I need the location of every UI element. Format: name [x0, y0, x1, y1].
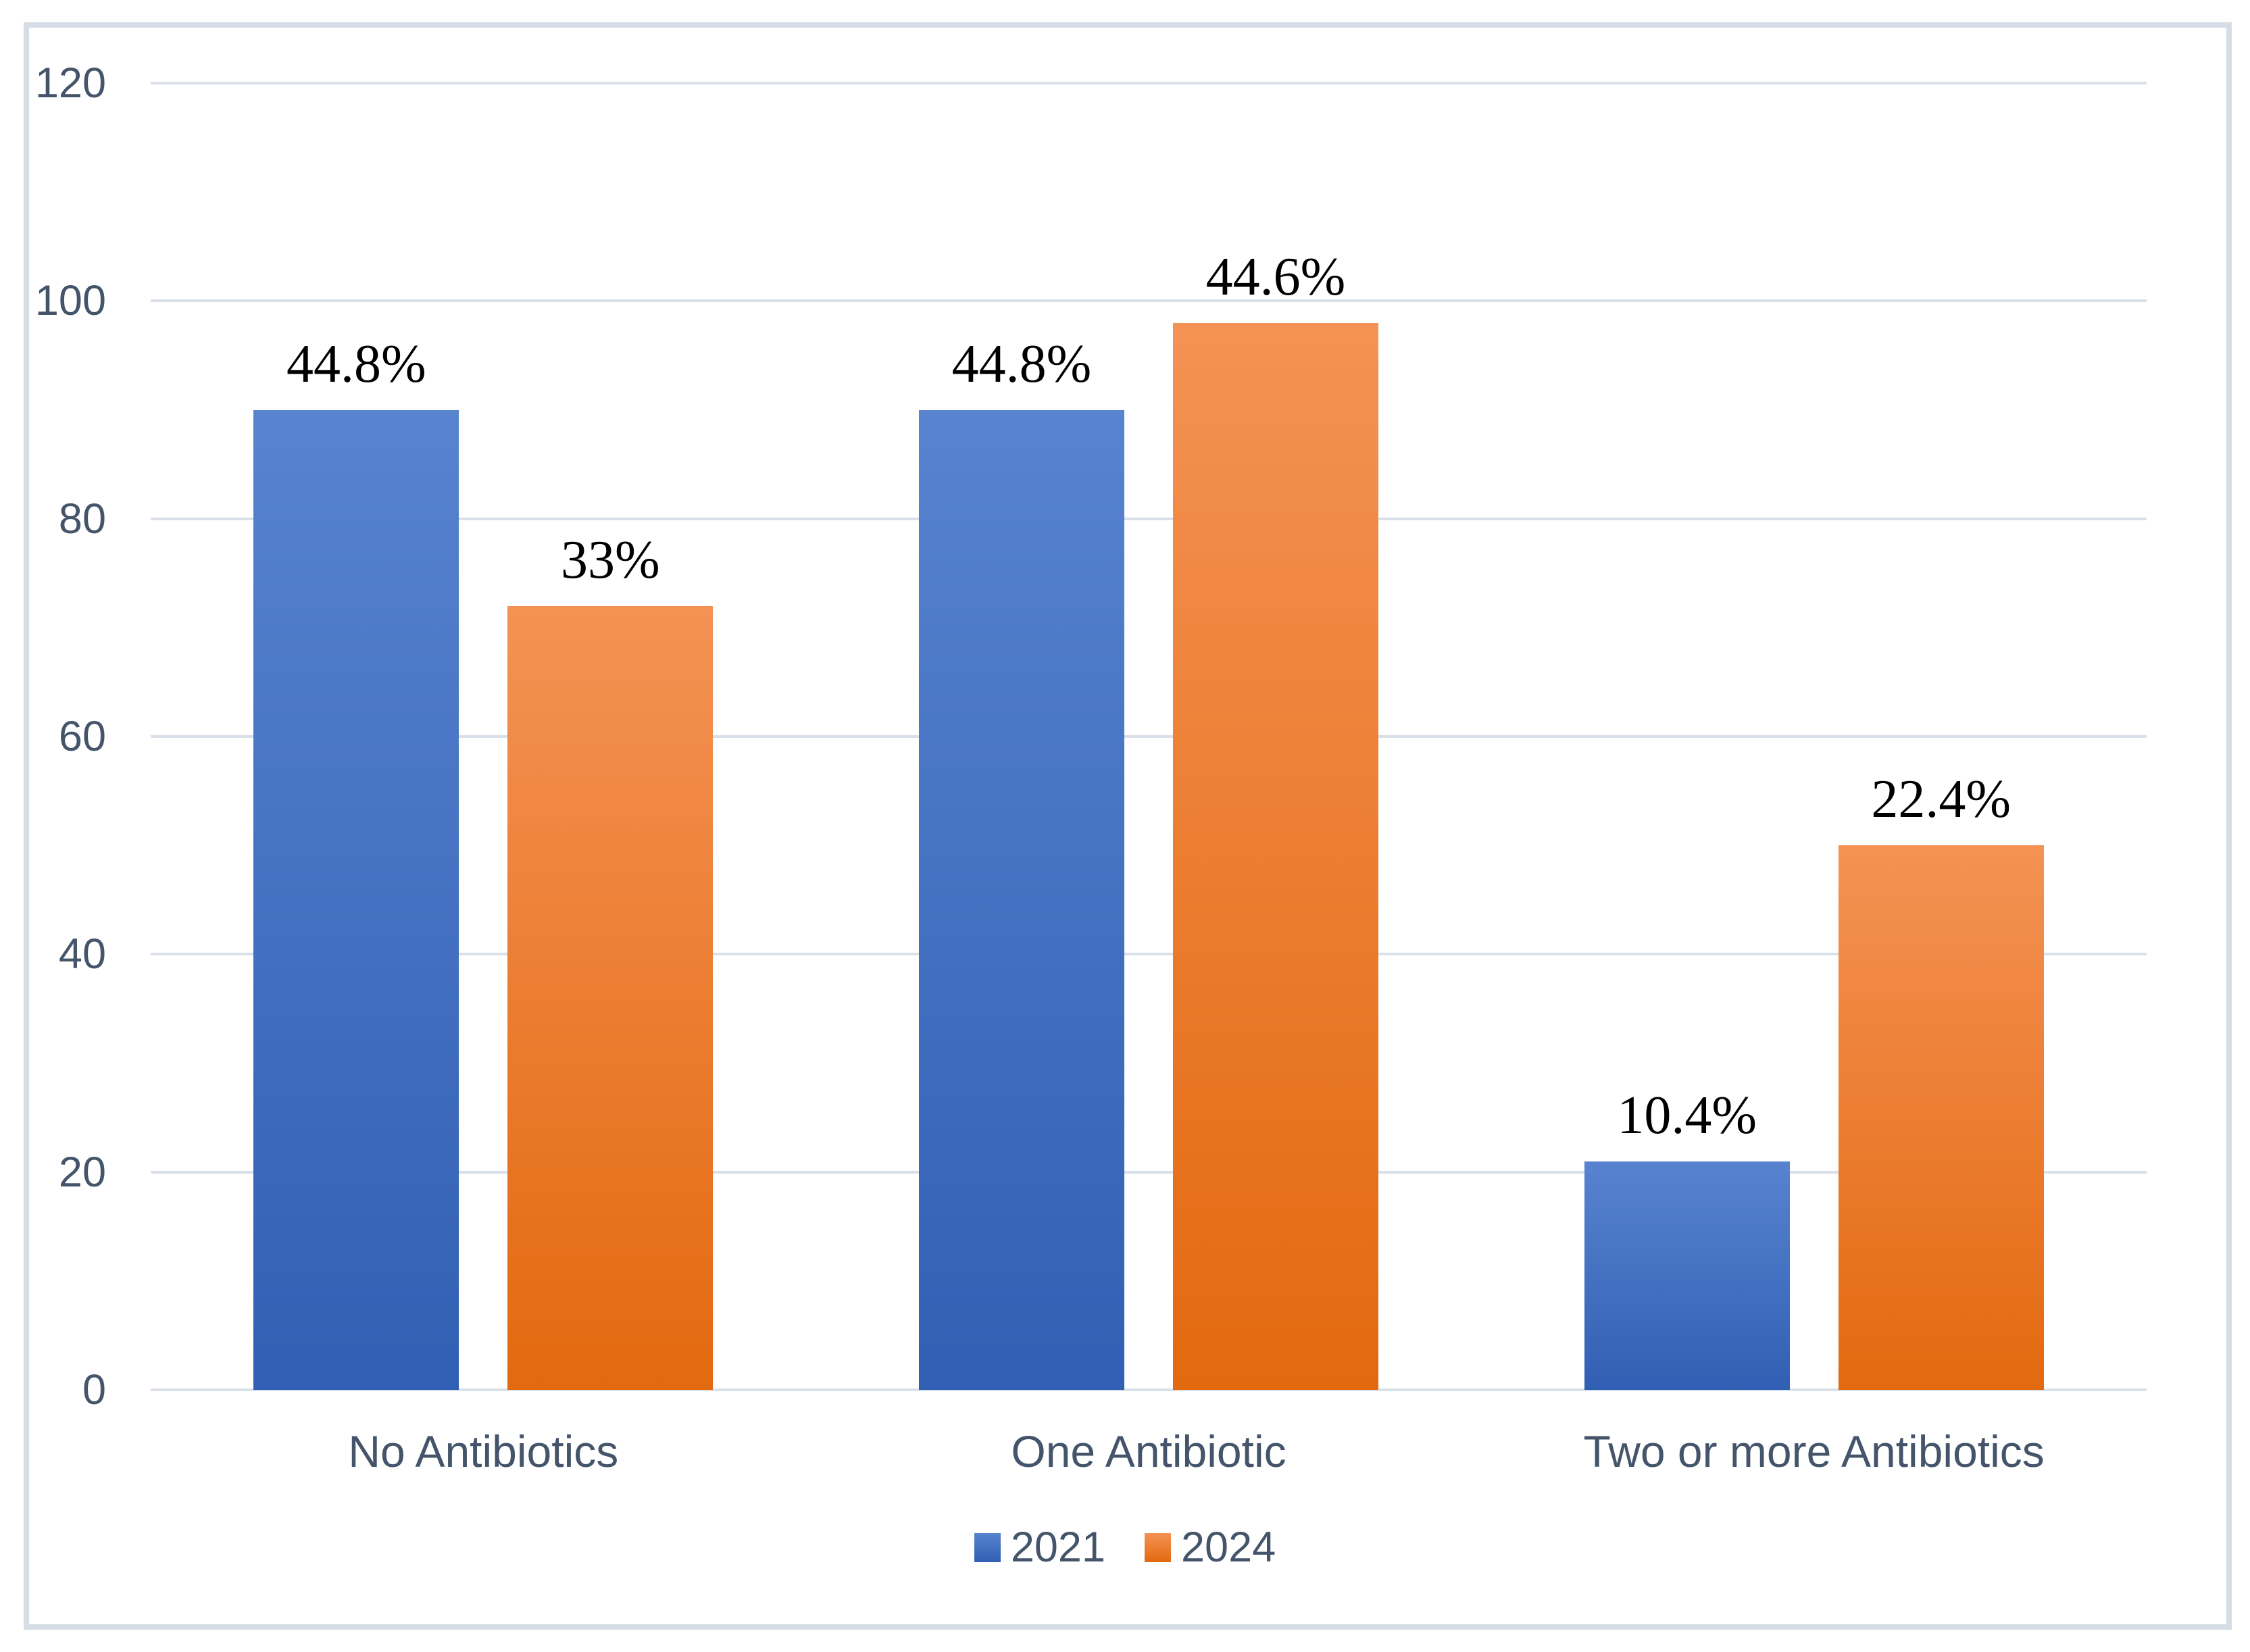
gridline-0	[151, 1388, 2147, 1391]
bar-2021	[253, 409, 459, 1390]
category-label: No Antibiotics	[348, 1426, 619, 1476]
data-label: 44.6%	[1205, 247, 1346, 307]
legend-swatch-2024	[1145, 1532, 1171, 1562]
legend-label: 2021	[1010, 1524, 1105, 1571]
gridline-40	[151, 953, 2147, 956]
data-label: 44.8%	[286, 334, 426, 394]
bar-2024	[507, 605, 714, 1390]
gridline-60	[151, 735, 2147, 738]
y-axis-tick-label-80: 80	[58, 495, 106, 543]
y-axis-tick-label-40: 40	[58, 930, 106, 978]
bar-2021	[919, 409, 1124, 1390]
plot-area: 44.8% 33% 44.8% 44.6% 10.4% 22.4%	[151, 82, 2147, 1391]
bar-2024	[1838, 845, 2044, 1390]
data-label: 44.8%	[951, 334, 1092, 394]
data-label: 10.4%	[1617, 1085, 1757, 1145]
y-axis-tick-label-100: 100	[34, 277, 106, 325]
legend: 2021 2024	[0, 1524, 2250, 1571]
legend-label: 2024	[1181, 1524, 1276, 1571]
legend-item-2024: 2024	[1145, 1523, 1276, 1572]
gridline-80	[151, 517, 2147, 520]
data-label: 33%	[561, 530, 660, 590]
y-axis-tick-label-20: 20	[58, 1148, 106, 1196]
legend-swatch-2021	[974, 1532, 1001, 1562]
bar-2024	[1173, 322, 1378, 1390]
bar-2021	[1584, 1161, 1790, 1390]
gridline-120	[151, 82, 2147, 84]
category-label: One Antibiotic	[1011, 1426, 1286, 1476]
y-axis-tick-label-0: 0	[82, 1366, 106, 1413]
gridline-100	[151, 299, 2147, 303]
data-label: 22.4%	[1871, 770, 2011, 830]
y-axis-tick-label-60: 60	[58, 713, 106, 760]
category-label: Two or more Antibiotics	[1583, 1426, 2045, 1476]
gridline-20	[151, 1170, 2147, 1174]
y-axis-tick-label-120: 120	[34, 59, 106, 107]
legend-item-2021: 2021	[974, 1523, 1105, 1572]
